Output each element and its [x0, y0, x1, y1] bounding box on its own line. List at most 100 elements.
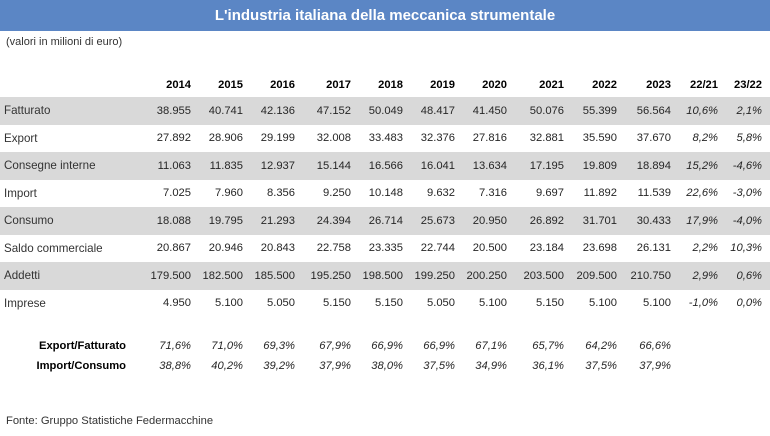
ratio-cell: 37,5% — [585, 360, 617, 372]
table-cell: 16.566 — [359, 152, 411, 180]
table-cell: 0,0% — [736, 297, 763, 310]
table-cell: 26.131 — [636, 242, 671, 255]
table-cell: 10,3% — [730, 242, 762, 255]
column-header: 22/21 — [690, 79, 718, 91]
table-cell: 32.008 — [316, 132, 351, 145]
table-cell: 7.025 — [163, 187, 191, 200]
table-cell: 20.950 — [463, 207, 515, 235]
ratio-label: Export/Fatturato — [38, 340, 126, 352]
ratio-table: Export/Fatturato 71,6% 71,0% 69,3% 67,9% 66,9… — [0, 336, 770, 376]
table-cell: 5.150 — [536, 297, 564, 310]
column-header: 2022 — [592, 79, 617, 91]
table-cell: 5.050 — [427, 297, 455, 310]
table-cell: 28.906 — [208, 132, 243, 145]
table-cell: 5.100 — [589, 297, 617, 310]
column-header: 2016 — [270, 79, 295, 91]
table-cell: 23.184 — [529, 242, 564, 255]
table-row: Consumo 18.088 19.795 21.293 24.394 26.714 25.… — [0, 207, 770, 235]
table-cell: 7.316 — [479, 187, 507, 200]
table-cell: 22.744 — [420, 242, 455, 255]
ratio-cell: 64,2% — [585, 340, 617, 352]
table-cell: 22,6% — [686, 187, 718, 200]
table-cell: 19.809 — [572, 152, 625, 180]
table-cell: 2,1% — [726, 97, 770, 125]
table-cell: 29.199 — [260, 132, 295, 145]
column-header: 2020 — [482, 79, 507, 91]
table-cell: 21.293 — [251, 207, 303, 235]
table-cell: 195.250 — [303, 262, 359, 290]
ratio-cell: 37,9% — [319, 360, 351, 372]
table-cell: 179.500 — [134, 262, 199, 290]
table-cell: 5.150 — [375, 297, 403, 310]
ratio-cell: 65,7% — [532, 340, 564, 352]
table-cell: 7.960 — [215, 187, 243, 200]
table-cell: 17,9% — [679, 207, 726, 235]
table-cell: 15.144 — [303, 152, 359, 180]
units-note: (valori in milioni di euro) — [6, 36, 123, 48]
table-cell: 17.195 — [515, 152, 572, 180]
header-row: 2014 2015 2016 2017 2018 2019 2020 2021 2022 2023… — [0, 73, 770, 97]
table-cell: 24.394 — [303, 207, 359, 235]
table-cell: 20.843 — [260, 242, 295, 255]
ratio-cell: 36,1% — [532, 360, 564, 372]
table-cell: 41.450 — [463, 97, 515, 125]
table-cell: 9.697 — [536, 187, 564, 200]
table-cell: 16.041 — [411, 152, 463, 180]
table-row: Fatturato 38.955 40.741 42.136 47.152 50.049 4… — [0, 97, 770, 125]
table-cell: 38.955 — [134, 97, 199, 125]
ratio-cell: 38,8% — [159, 360, 191, 372]
table-cell: 19.795 — [199, 207, 251, 235]
column-header: 2014 — [166, 79, 191, 91]
column-header: 2023 — [646, 79, 671, 91]
table-cell: 11.539 — [637, 187, 671, 200]
table-cell: 42.136 — [251, 97, 303, 125]
table-row: Export 27.892 28.906 29.199 32.008 33.483 32.3… — [0, 125, 770, 153]
table-cell: 8,2% — [692, 132, 719, 145]
table-cell: 185.500 — [251, 262, 303, 290]
ratio-cell: 66,6% — [639, 340, 671, 352]
table-cell: 40.741 — [199, 97, 251, 125]
table-row: Saldo commerciale 20.867 20.946 20.843 22.75… — [0, 235, 770, 263]
ratio-cell: 40,2% — [211, 360, 243, 372]
table-cell: 18.088 — [134, 207, 199, 235]
ratio-cell: 66,9% — [371, 340, 403, 352]
table-cell: 5.100 — [479, 297, 507, 310]
table-cell: 18.894 — [625, 152, 679, 180]
ratio-cell: 37,5% — [423, 360, 455, 372]
row-label: Import — [4, 186, 37, 200]
table-cell: 30.433 — [625, 207, 679, 235]
column-header: 2017 — [326, 79, 351, 91]
table-cell: 15,2% — [679, 152, 726, 180]
table-cell: 11.892 — [583, 187, 617, 200]
table-cell: 10,6% — [679, 97, 726, 125]
table-cell: 2,9% — [679, 262, 726, 290]
table-cell: 10.148 — [368, 187, 403, 200]
column-header: 2021 — [539, 79, 564, 91]
table-cell: 5.150 — [323, 297, 351, 310]
column-header: 2015 — [218, 79, 243, 91]
table-cell: 31.701 — [572, 207, 625, 235]
source-note: Fonte: Gruppo Statistiche Federmacchine — [6, 415, 214, 427]
header-label-cell — [0, 73, 134, 97]
ratio-cell: 66,9% — [423, 340, 455, 352]
table-cell: 13.634 — [463, 152, 515, 180]
empty-cell — [726, 336, 770, 356]
ratio-cell: 69,3% — [263, 340, 295, 352]
table-cell: 27.892 — [156, 132, 191, 145]
column-header: 2019 — [430, 79, 455, 91]
table-cell: 26.714 — [359, 207, 411, 235]
table-cell: 48.417 — [411, 97, 463, 125]
row-label: Export — [4, 131, 38, 145]
table-row: Import 7.025 7.960 8.356 9.250 10.148 9.632 7.3… — [0, 180, 770, 208]
table-cell: 0,6% — [726, 262, 770, 290]
table-cell: 200.250 — [463, 262, 515, 290]
table-row: Consegne interne 11.063 11.835 12.937 15.144… — [0, 152, 770, 180]
table-cell: 5.100 — [643, 297, 671, 310]
table-cell: 20.946 — [208, 242, 243, 255]
table-row: Addetti 179.500 182.500 185.500 195.250 198.5… — [0, 262, 770, 290]
ratio-cell: 71,0% — [211, 340, 243, 352]
table-cell: 50.049 — [359, 97, 411, 125]
table-cell: 26.892 — [515, 207, 572, 235]
table-cell: 47.152 — [303, 97, 359, 125]
industry-data-table: 2014 2015 2016 2017 2018 2019 2020 2021 2022 2023… — [0, 73, 770, 317]
